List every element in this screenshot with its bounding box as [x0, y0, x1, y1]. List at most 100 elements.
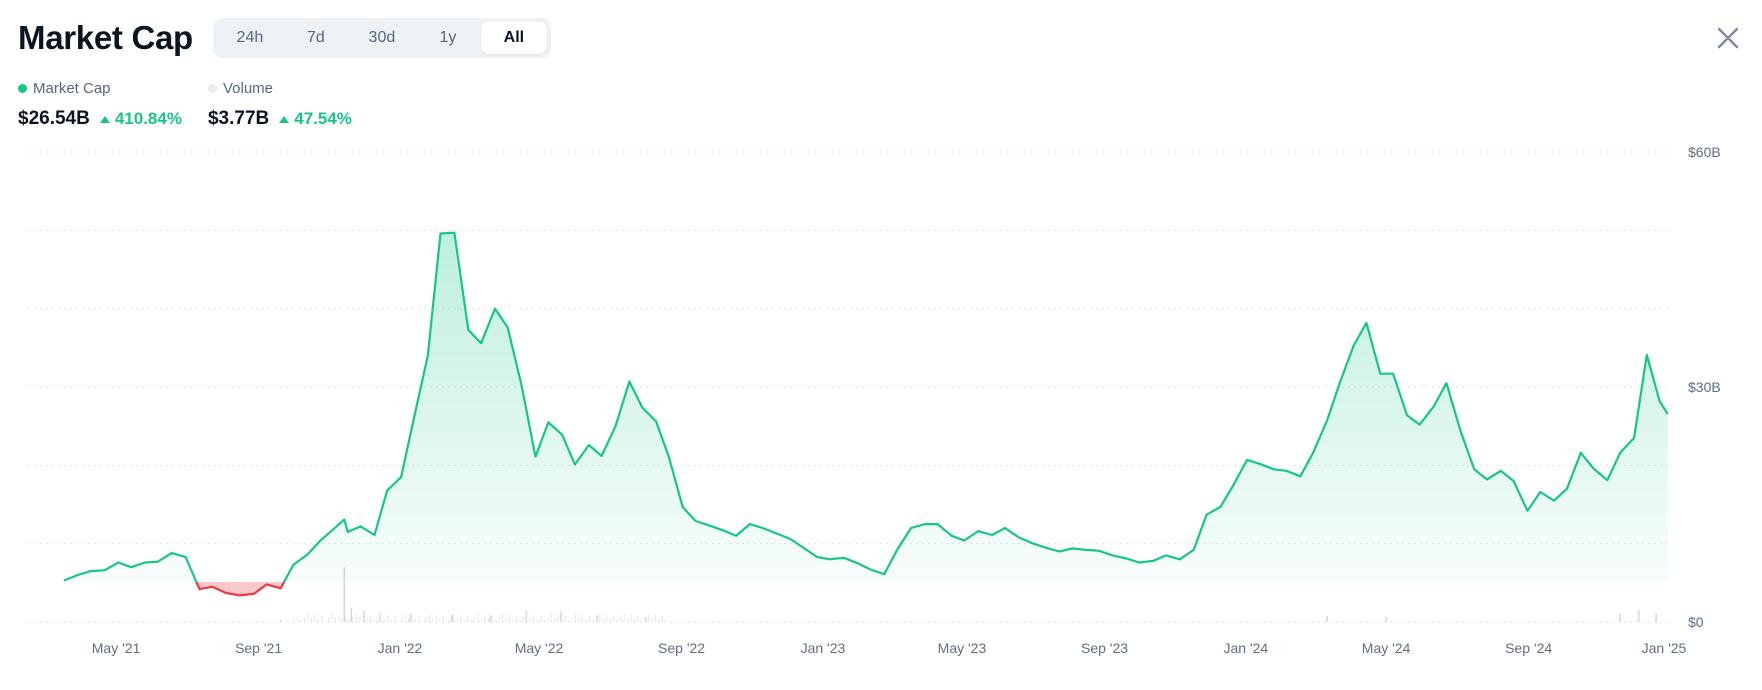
volume-bar [390, 619, 392, 622]
market-cap-point [520, 383, 524, 387]
volume-bar [491, 616, 493, 622]
market-cap-point [1485, 477, 1489, 481]
market-cap-value: $26.54B [18, 108, 90, 129]
volume-bar [647, 614, 649, 622]
volume-bar [355, 614, 357, 622]
tab-all[interactable]: All [480, 22, 547, 54]
market-cap-point [1070, 546, 1074, 550]
volume-bar [328, 617, 330, 622]
market-cap-point [143, 561, 147, 565]
volume-bar [470, 620, 472, 622]
volume-bar [362, 615, 364, 622]
volume-bar [550, 614, 552, 622]
market-cap-point [439, 232, 443, 236]
volume-bar [488, 619, 490, 622]
tab-7d[interactable]: 7d [307, 29, 325, 46]
market-cap-point [1125, 557, 1129, 561]
volume-bar [331, 614, 333, 622]
volume-bar [567, 620, 569, 622]
volume-bar [411, 615, 413, 622]
timeframe-tabs: 24h 7d 30d 1y All [212, 18, 551, 58]
volume-bar [581, 615, 583, 622]
volume-bar [540, 616, 542, 622]
volume-bar [637, 616, 639, 622]
market-cap-point [291, 563, 295, 567]
market-cap-point [1284, 469, 1288, 473]
market-cap-point [373, 533, 377, 537]
volume-bar [623, 614, 625, 622]
legend-market-cap[interactable]: Market Cap $26.54B 410.84% [18, 78, 182, 130]
y-tick-label: $60B [1688, 144, 1721, 160]
volume-bar [560, 611, 562, 622]
market-cap-point [1258, 462, 1262, 466]
x-tick-label: May '23 [938, 640, 987, 656]
market-cap-point [170, 551, 174, 555]
market-cap-area-down [196, 582, 285, 596]
market-cap-point [1538, 490, 1542, 494]
tab-1y[interactable]: 1y [439, 29, 457, 46]
volume-bar [449, 617, 451, 622]
market-cap-point [546, 420, 550, 424]
volume-bar [380, 614, 382, 622]
volume-bar [446, 620, 448, 622]
market-cap-point [1364, 321, 1368, 325]
market-cap-point [815, 555, 819, 559]
market-cap-point [1418, 423, 1422, 427]
volume-bar [456, 618, 458, 622]
market-cap-point [1592, 467, 1596, 471]
market-cap-point [412, 416, 416, 420]
volume-bar [1619, 613, 1621, 622]
volume-bar [467, 616, 469, 622]
volume-bar [508, 615, 510, 622]
volume-bar [634, 619, 636, 622]
market-cap-point [909, 526, 913, 530]
market-cap-point [962, 539, 966, 543]
volume-bar [602, 618, 604, 622]
market-cap-point [1017, 535, 1021, 539]
volume-bar [293, 619, 295, 622]
market-cap-point [534, 455, 538, 459]
market-cap-point [1164, 553, 1168, 557]
volume-bar [432, 618, 434, 622]
x-tick-label: Sep '22 [658, 640, 705, 656]
volume-bar [1655, 613, 1657, 622]
tab-30d[interactable]: 30d [368, 29, 396, 46]
market-cap-point [868, 568, 872, 572]
market-cap-point [1084, 548, 1088, 552]
y-tick-label: $0 [1688, 614, 1704, 630]
market-cap-point [1338, 381, 1342, 385]
volume-bar [373, 620, 375, 622]
x-tick-label: May '24 [1362, 640, 1411, 656]
tab-24h[interactable]: 24h [236, 29, 264, 46]
volume-bar [387, 615, 389, 622]
market-cap-point [1526, 509, 1530, 513]
market-cap-point [1111, 553, 1115, 557]
close-icon[interactable] [1714, 24, 1742, 52]
volume-bar [363, 610, 365, 622]
volume-bar [425, 617, 427, 622]
volume-bar [536, 619, 538, 622]
market-cap-point [1097, 549, 1101, 553]
volume-bar [409, 613, 412, 622]
legend-volume[interactable]: Volume $3.77B 47.54% [207, 78, 352, 130]
volume-bar [522, 617, 524, 622]
market-cap-point [587, 443, 591, 447]
market-cap-point [252, 592, 256, 596]
volume-change: 47.54% [294, 109, 352, 128]
market-cap-point [506, 326, 510, 330]
market-cap-point [1205, 513, 1209, 517]
volume-bar [494, 620, 496, 622]
market-cap-point [238, 593, 242, 597]
market-cap-point [385, 488, 389, 492]
market-cap-point [640, 405, 644, 409]
market-cap-point [667, 455, 671, 459]
market-cap-point [828, 557, 832, 561]
volume-bar [335, 618, 337, 622]
volume-bar [408, 618, 410, 622]
market-cap-point [1151, 559, 1155, 563]
market-cap-point [332, 527, 336, 531]
volume-bar [543, 620, 545, 622]
market-cap-point [627, 380, 631, 384]
volume-bar [564, 616, 566, 622]
